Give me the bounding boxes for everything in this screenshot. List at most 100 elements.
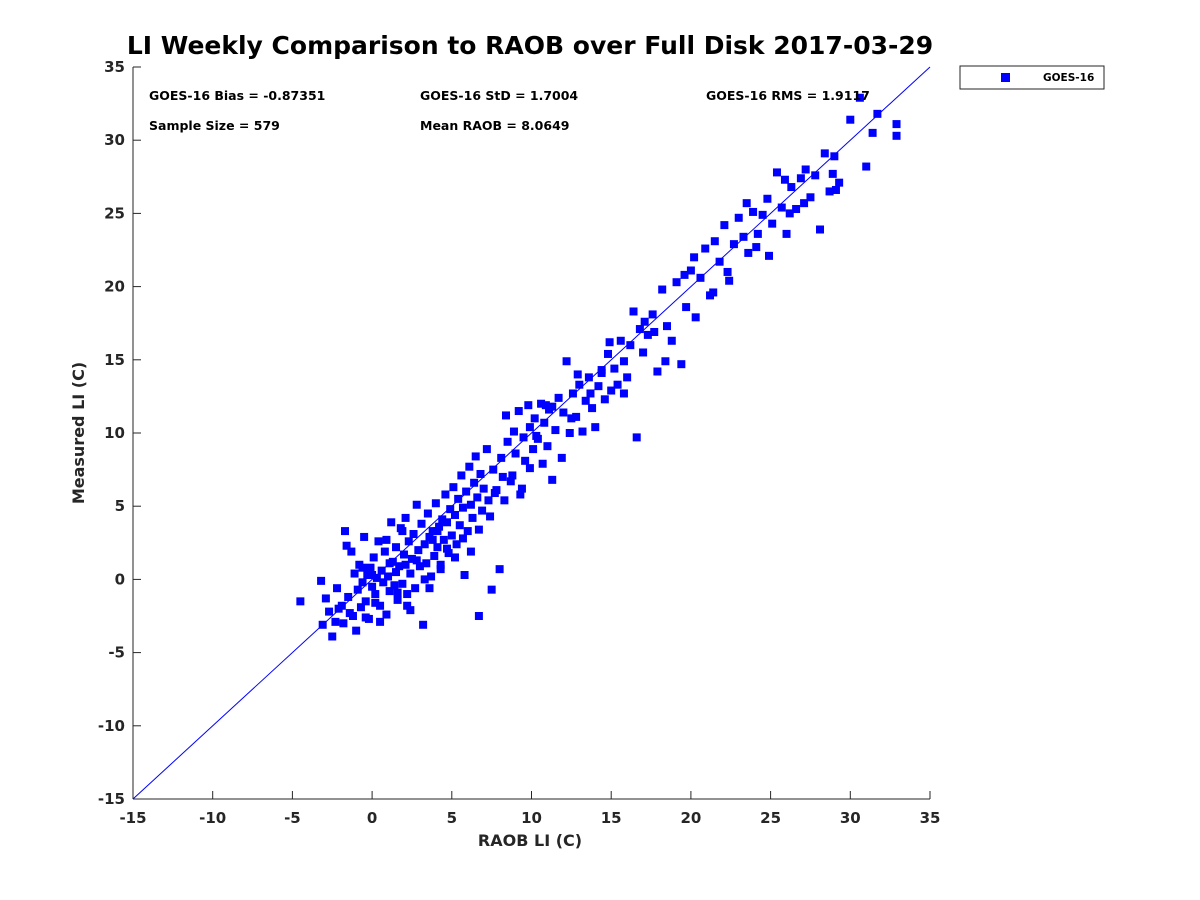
data-point — [658, 285, 667, 294]
data-point — [500, 496, 509, 505]
data-point — [466, 547, 475, 556]
data-point — [543, 442, 552, 451]
data-point — [433, 527, 442, 536]
y-tick-label: 25 — [104, 204, 125, 222]
data-point — [392, 543, 401, 552]
data-point — [450, 553, 459, 562]
data-point — [484, 496, 493, 505]
data-point — [454, 494, 463, 503]
data-point — [811, 171, 820, 180]
data-point — [529, 445, 538, 454]
data-point — [356, 603, 365, 612]
data-point — [734, 213, 743, 222]
data-point — [458, 534, 467, 543]
data-point — [353, 585, 362, 594]
data-point — [398, 579, 407, 588]
legend-box — [959, 65, 1105, 90]
data-point — [777, 203, 786, 212]
y-tick-label: 15 — [104, 351, 125, 369]
data-point — [846, 115, 855, 124]
data-point — [816, 225, 825, 234]
data-point — [525, 464, 534, 473]
data-point — [422, 559, 431, 568]
data-point — [431, 499, 440, 508]
legend-marker — [1001, 73, 1010, 82]
data-point — [392, 568, 401, 577]
data-point — [487, 585, 496, 594]
y-tick-label: -5 — [108, 644, 125, 662]
data-point — [393, 595, 402, 604]
data-point — [443, 544, 452, 553]
data-point — [415, 562, 424, 571]
data-point — [600, 395, 609, 404]
data-point — [428, 535, 437, 544]
data-point — [443, 518, 452, 527]
data-point — [420, 575, 429, 584]
data-point — [690, 253, 699, 262]
data-point — [537, 399, 546, 408]
data-point — [691, 313, 700, 322]
data-point — [725, 276, 734, 285]
data-point — [765, 251, 774, 260]
data-point — [525, 423, 534, 432]
data-point — [604, 349, 613, 358]
data-point — [588, 404, 597, 413]
data-point — [648, 310, 657, 319]
data-point — [763, 194, 772, 203]
data-point — [331, 617, 340, 626]
data-point — [619, 357, 628, 366]
x-tick-label: -15 — [119, 809, 146, 827]
data-point — [635, 325, 644, 334]
data-point — [441, 490, 450, 499]
sample-size-annotation: Sample Size = 579 — [149, 118, 280, 133]
data-point — [328, 632, 337, 641]
data-point — [696, 273, 705, 282]
data-point — [463, 527, 472, 536]
rms-annotation: GOES-16 RMS = 1.9117 — [706, 88, 870, 103]
data-point — [753, 229, 762, 238]
data-point — [412, 556, 421, 565]
data-point — [892, 131, 901, 140]
data-point — [455, 521, 464, 530]
data-point — [586, 389, 595, 398]
data-point — [450, 510, 459, 519]
data-point — [361, 597, 370, 606]
data-point — [715, 257, 724, 266]
data-point — [548, 475, 557, 484]
data-point — [342, 541, 351, 550]
data-point — [404, 537, 413, 546]
data-point — [682, 303, 691, 312]
bias-annotation: GOES-16 Bias = -0.87351 — [149, 88, 325, 103]
data-point — [452, 540, 461, 549]
x-tick-label: -10 — [199, 809, 226, 827]
data-point — [406, 569, 415, 578]
data-point — [768, 219, 777, 228]
std-annotation: GOES-16 StD = 1.7004 — [420, 88, 578, 103]
data-point — [739, 232, 748, 241]
y-ticks: -15 -10 -5 0 5 10 15 20 25 30 35 — [98, 58, 141, 808]
data-point — [610, 364, 619, 373]
y-tick-label: 0 — [115, 570, 125, 588]
data-point — [382, 535, 391, 544]
data-point — [390, 581, 399, 590]
data-point — [366, 563, 375, 572]
data-point — [828, 169, 837, 178]
data-point — [439, 535, 448, 544]
data-point — [744, 248, 753, 257]
data-point — [514, 407, 523, 416]
data-point — [476, 469, 485, 478]
data-point — [433, 543, 442, 552]
data-point — [425, 584, 434, 593]
data-point — [796, 174, 805, 183]
data-point — [384, 572, 393, 581]
data-point — [368, 571, 377, 580]
data-point — [398, 527, 407, 536]
data-point — [447, 531, 456, 540]
data-point — [296, 597, 305, 606]
data-point — [470, 478, 479, 487]
data-point — [667, 336, 676, 345]
data-point — [376, 601, 385, 610]
data-point — [385, 587, 394, 596]
data-point — [619, 389, 628, 398]
reference-line — [132, 66, 931, 800]
